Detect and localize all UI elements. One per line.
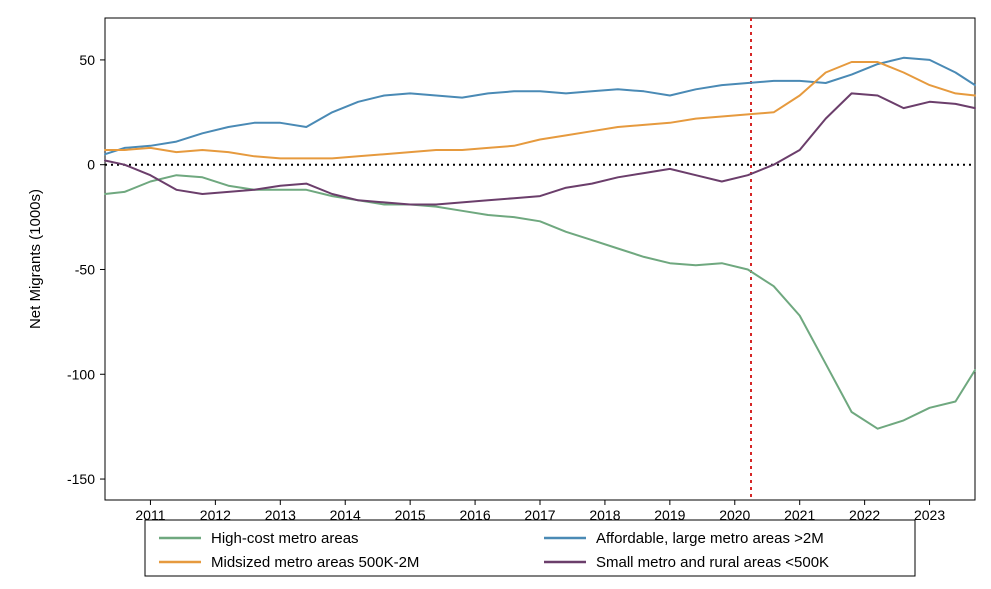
- y-tick-label: -50: [75, 261, 95, 277]
- legend-label-affordable_large: Affordable, large metro areas >2M: [596, 530, 824, 547]
- chart-svg: -150-100-5005020112012201320142015201620…: [0, 0, 991, 589]
- x-tick-label: 2023: [914, 507, 945, 523]
- y-tick-label: -100: [67, 366, 95, 382]
- series-high_cost: [105, 175, 975, 429]
- y-tick-label: 50: [79, 52, 95, 68]
- y-axis-label: Net Migrants (1000s): [27, 189, 44, 329]
- line-chart: -150-100-5005020112012201320142015201620…: [0, 0, 991, 589]
- legend-label-small_rural: Small metro and rural areas <500K: [596, 554, 829, 571]
- y-tick-label: 0: [87, 157, 95, 173]
- y-tick-label: -150: [67, 471, 95, 487]
- legend-label-midsized: Midsized metro areas 500K-2M: [211, 554, 419, 571]
- legend-label-high_cost: High-cost metro areas: [211, 530, 359, 547]
